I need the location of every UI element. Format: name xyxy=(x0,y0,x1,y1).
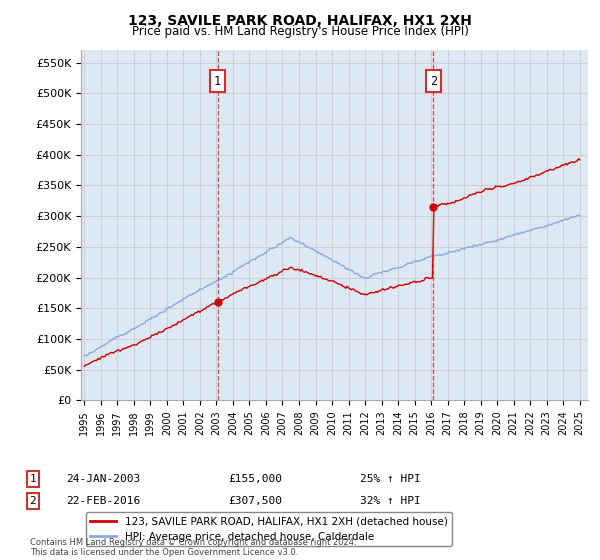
Legend: 123, SAVILE PARK ROAD, HALIFAX, HX1 2XH (detached house), HPI: Average price, de: 123, SAVILE PARK ROAD, HALIFAX, HX1 2XH … xyxy=(86,512,452,545)
Text: Contains HM Land Registry data © Crown copyright and database right 2024.
This d: Contains HM Land Registry data © Crown c… xyxy=(30,538,356,557)
Text: 2: 2 xyxy=(430,74,437,87)
Text: 2: 2 xyxy=(29,496,37,506)
Text: £307,500: £307,500 xyxy=(228,496,282,506)
Text: 32% ↑ HPI: 32% ↑ HPI xyxy=(360,496,421,506)
Text: Price paid vs. HM Land Registry's House Price Index (HPI): Price paid vs. HM Land Registry's House … xyxy=(131,25,469,38)
Text: 1: 1 xyxy=(214,74,221,87)
Text: £155,000: £155,000 xyxy=(228,474,282,484)
Text: 22-FEB-2016: 22-FEB-2016 xyxy=(66,496,140,506)
Text: 25% ↑ HPI: 25% ↑ HPI xyxy=(360,474,421,484)
Text: 24-JAN-2003: 24-JAN-2003 xyxy=(66,474,140,484)
Text: 123, SAVILE PARK ROAD, HALIFAX, HX1 2XH: 123, SAVILE PARK ROAD, HALIFAX, HX1 2XH xyxy=(128,14,472,28)
Text: 1: 1 xyxy=(29,474,37,484)
